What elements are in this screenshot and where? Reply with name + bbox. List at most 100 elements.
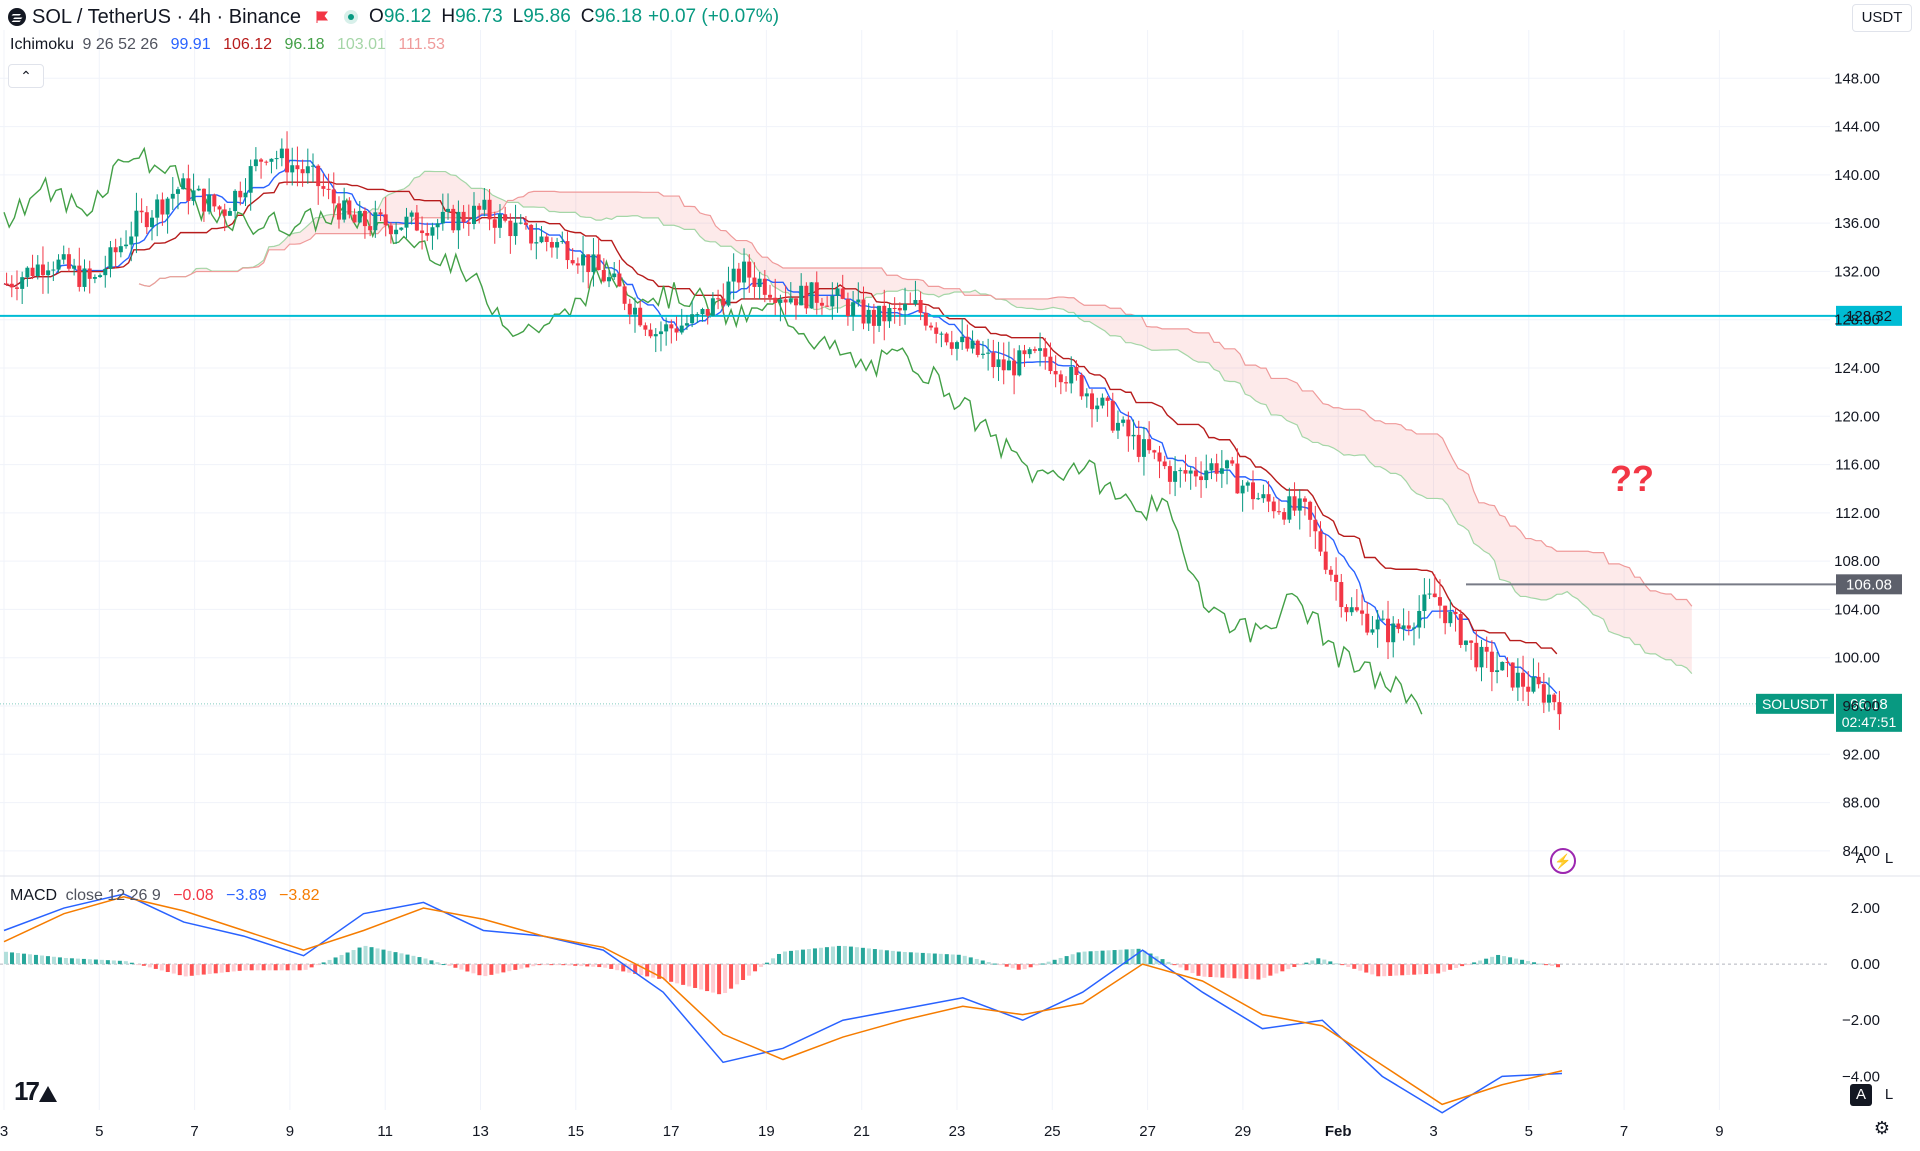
macd-histogram-bar	[441, 964, 446, 966]
candle-body	[575, 263, 580, 266]
candle-body	[321, 186, 326, 189]
macd-histogram-bar	[1226, 964, 1231, 978]
macd-histogram-bar	[543, 964, 548, 966]
candle-body	[1121, 419, 1126, 423]
macd-histogram-bar	[1334, 963, 1339, 965]
candle-body	[139, 210, 144, 213]
macd-histogram-bar	[327, 959, 332, 965]
candle-body	[1095, 405, 1100, 410]
candle-body	[222, 209, 227, 216]
currency-selector[interactable]: USDT	[1852, 4, 1912, 32]
macd-histogram-bar	[177, 964, 182, 976]
macd-histogram-bar	[1550, 964, 1555, 966]
solana-logo-icon	[8, 8, 26, 26]
macd-histogram-bar	[1424, 964, 1429, 975]
flag-icon[interactable]	[315, 10, 329, 24]
candle-body	[856, 299, 861, 303]
cloud-fill	[139, 171, 1692, 674]
candle-body	[1411, 627, 1416, 629]
macd-histogram-bar	[123, 961, 128, 965]
candle-body	[14, 287, 19, 289]
candle-body	[965, 336, 970, 349]
macd-histogram-bar	[135, 964, 140, 966]
candle-body	[1406, 625, 1411, 629]
macd-histogram-bar	[854, 947, 859, 965]
symbol-badge	[1756, 693, 1834, 714]
candle-body	[742, 261, 747, 283]
candle-body	[793, 298, 798, 306]
macd-histogram-bar	[381, 949, 386, 965]
macd-histogram-bar	[621, 964, 626, 972]
macd-histogram-bar	[81, 958, 86, 965]
macd-params: close 12 26 9	[65, 887, 161, 904]
candle-body	[238, 190, 243, 198]
macd-histogram-bar	[213, 964, 218, 974]
macd-histogram-bar	[39, 955, 44, 965]
candle-body	[1027, 349, 1032, 355]
candle-body	[175, 189, 180, 194]
candle-body	[1292, 496, 1297, 511]
candle-body	[40, 264, 45, 276]
ichimoku-legend[interactable]: Ichimoku 9 26 52 26 99.91 106.12 96.18 1…	[10, 36, 453, 54]
time-tick-label: 3	[1429, 1123, 1437, 1140]
macd-histogram-bar	[195, 964, 200, 976]
candle-body	[87, 268, 92, 279]
macd-histogram-bar	[303, 964, 308, 970]
price-tick-label: 124.00	[1834, 360, 1880, 377]
macd-histogram-bar	[69, 958, 74, 965]
macd-histogram-bar	[285, 964, 290, 971]
macd-histogram-bar	[681, 964, 686, 985]
candle-body	[477, 205, 482, 210]
signal-line	[3, 896, 1563, 1106]
candle-body	[819, 302, 824, 306]
candle-body	[669, 324, 674, 329]
candle-body	[409, 212, 414, 217]
candle-body	[1266, 494, 1271, 502]
macd-tick-label: −4.00	[1842, 1068, 1880, 1085]
log-scale-button[interactable]: L	[1884, 850, 1894, 867]
candle-body	[1235, 463, 1240, 494]
open-value: 96.12	[383, 6, 432, 27]
price-tick-label: 96.00	[1842, 698, 1880, 715]
candle-body	[378, 212, 383, 215]
candle-body	[897, 308, 902, 311]
macd-histogram-bar	[1196, 964, 1201, 976]
macd-histogram-bar	[75, 958, 80, 965]
macd-histogram-bar	[423, 958, 428, 965]
collapse-legend-button[interactable]: ⌃	[8, 64, 44, 88]
candle-body	[461, 211, 466, 223]
symbol-title[interactable]: SOL / TetherUS · 4h · Binance	[32, 5, 302, 28]
auto-scale-button[interactable]: A	[1855, 850, 1866, 867]
macd-histogram-bar	[687, 964, 692, 987]
candle-body	[534, 242, 539, 244]
lightning-icon[interactable]: ⚡	[1550, 848, 1576, 874]
macd-histogram-bar	[1004, 964, 1009, 967]
candle-body	[1458, 614, 1463, 645]
macd-histogram-bar	[1418, 964, 1423, 975]
macd-histogram-bar	[783, 951, 787, 965]
candle-body	[1505, 661, 1510, 663]
candle-body	[1448, 611, 1453, 624]
candle-body	[35, 264, 40, 277]
gear-icon[interactable]: ⚙	[1873, 1118, 1890, 1138]
macd-auto-scale-button[interactable]: A	[1850, 1084, 1872, 1106]
macd-histogram-bar	[531, 964, 536, 967]
macd-histogram-bar	[860, 947, 865, 965]
macd-log-scale-button[interactable]: L	[1884, 1086, 1894, 1103]
macd-histogram-bar	[1166, 961, 1171, 965]
macd-histogram-bar	[1394, 964, 1399, 976]
macd-histogram-bar	[567, 964, 572, 966]
candle-body	[1308, 501, 1313, 520]
candle-body	[549, 241, 554, 248]
tradingview-logo-icon[interactable]: 17	[14, 1076, 57, 1107]
candle-body	[736, 268, 741, 283]
macd-histogram-bar	[1250, 964, 1255, 980]
candle-body	[975, 340, 980, 355]
macd-legend[interactable]: MACD close 12 26 9 −0.08 −3.89 −3.82	[10, 887, 328, 905]
macd-histogram-bar	[51, 956, 56, 965]
candle-body	[160, 199, 165, 215]
candle-body	[747, 261, 752, 278]
candle-body	[1214, 463, 1219, 474]
